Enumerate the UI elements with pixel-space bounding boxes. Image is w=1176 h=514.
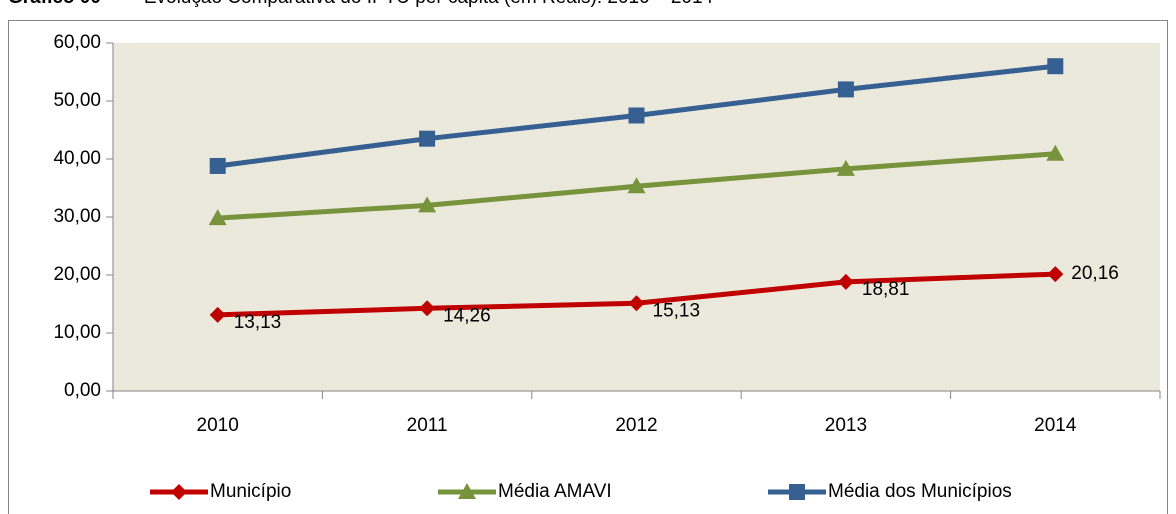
data-label: 18,81 (862, 279, 910, 300)
data-point (836, 159, 855, 176)
data-point (1047, 266, 1064, 283)
y-tick-label: 10,00 (53, 322, 101, 343)
chart-title-label: Gráfico 00 (8, 0, 101, 8)
data-label: 14,26 (443, 305, 491, 326)
chart-title: – Evolução Comparativa do IPTU per capit… (128, 0, 714, 8)
data-label: 15,13 (653, 300, 701, 321)
y-tick-label: 20,00 (53, 264, 101, 285)
y-tick-label: 0,00 (64, 380, 101, 401)
legend-label: Média dos Municípios (828, 481, 1012, 502)
y-tick-label: 50,00 (53, 90, 101, 111)
data-point (1046, 144, 1065, 161)
legend-marker (171, 484, 187, 500)
data-point (837, 81, 854, 98)
data-point (209, 306, 226, 323)
data-point (1047, 58, 1064, 75)
data-point (628, 295, 645, 312)
data-point (419, 300, 436, 317)
plot-area (113, 43, 1160, 391)
x-tick-label: 2013 (825, 415, 867, 436)
legend-label: Município (210, 481, 291, 502)
x-tick-label: 2014 (1034, 415, 1077, 436)
legend-marker (458, 483, 476, 499)
data-point (208, 209, 227, 226)
x-tick-label: 2011 (407, 415, 448, 436)
data-label: 20,16 (1071, 263, 1119, 284)
data-point (628, 107, 645, 124)
x-tick-label: 2012 (615, 415, 657, 436)
data-label: 13,13 (234, 312, 282, 333)
y-tick-label: 30,00 (53, 206, 101, 227)
y-tick-label: 40,00 (53, 148, 101, 169)
data-point (209, 157, 226, 174)
legend-label: Média AMAVI (498, 481, 612, 502)
x-tick-label: 2010 (197, 415, 239, 436)
legend-marker (789, 484, 805, 500)
data-point (837, 273, 854, 290)
data-point (418, 196, 437, 213)
y-tick-label: 60,00 (53, 32, 101, 53)
data-point (627, 177, 646, 194)
data-point (419, 130, 436, 147)
